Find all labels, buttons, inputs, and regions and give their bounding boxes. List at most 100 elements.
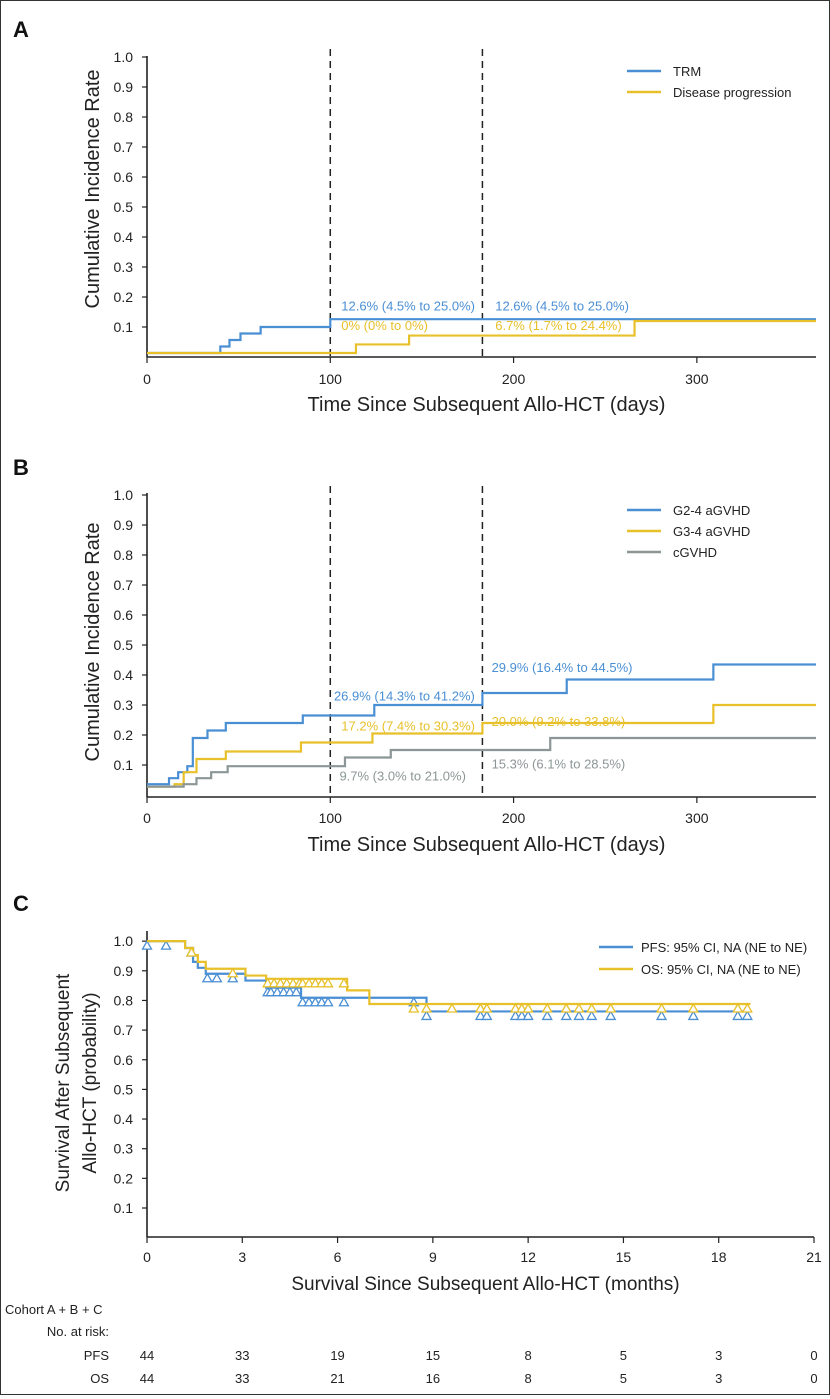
- panel-c-pfs-censor-mark: [741, 1010, 753, 1021]
- panel-b-cgvhd-line: [147, 736, 816, 788]
- panel-b-y-tick-label: 0.2: [114, 727, 134, 743]
- risk-row-os-value: 0: [810, 1371, 817, 1386]
- panel-a-y-tick-label: 0.3: [114, 259, 134, 275]
- panel-c-legend-label-pfs: PFS: 95% CI, NA (NE to NE): [641, 940, 807, 955]
- panel-a-letter: A: [13, 17, 29, 42]
- panel-c-os-censor-mark: [605, 1002, 617, 1013]
- panel-c-os-censor-mark: [541, 1002, 553, 1013]
- panel-c-pfs-censor-mark: [420, 1010, 433, 1021]
- panel-c-pfs-censor-mark: [338, 996, 350, 1007]
- panel-c-os-censor-mark: [560, 1002, 572, 1013]
- panel-c-os-censor-mark: [573, 1002, 585, 1013]
- panel-c-pfs-censor-mark: [655, 1010, 668, 1021]
- panel-a-annotation: 0% (0% to 0%): [341, 318, 428, 333]
- risk-table-header: No. at risk:: [47, 1324, 109, 1339]
- panel-c-pfs-censor-mark: [211, 972, 223, 983]
- panel-c-x-tick-label: 15: [616, 1249, 632, 1265]
- risk-row-pfs-value: 0: [810, 1348, 817, 1363]
- panel-b-legend-label-cgvhd: cGVHD: [673, 545, 717, 560]
- panel-c-x-tick-label: 21: [806, 1249, 822, 1265]
- panel-c-os-censor-mark: [522, 1002, 534, 1013]
- risk-row-pfs-value: 44: [140, 1348, 154, 1363]
- panel-a-annotation: 12.6% (4.5% to 25.0%): [495, 299, 629, 314]
- panel-b-y-axis-title: Cumulative Incidence Rate: [82, 522, 104, 761]
- panel-a-y-tick-label: 0.2: [114, 289, 134, 305]
- panel-a-chart: 0.1 0.2 0.3 0.4 0.5 0.6 0.7 0.8 0.9 1.0 0 100 200 300…: [82, 49, 816, 416]
- panel-b-y-tick-label: 0.1: [114, 757, 134, 773]
- panel-c-pfs-censor-mark: [160, 939, 172, 950]
- panel-a-x-tick-label: 0: [143, 371, 151, 387]
- risk-row-os-label: OS: [90, 1371, 109, 1386]
- panel-c-os-censor-mark: [481, 1002, 493, 1013]
- panel-c-os-censor-mark: [586, 1002, 598, 1013]
- risk-table: Cohort A + B + C No. at risk: PFS OS 44 3…: [5, 1302, 818, 1386]
- panel-c-pfs-censor-mark: [290, 986, 302, 997]
- panel-c-pfs-censor-mark: [481, 1010, 493, 1021]
- panel-c-pfs-censor-mark: [322, 996, 334, 1007]
- panel-b-annotation: 15.3% (6.1% to 28.5%): [492, 757, 626, 772]
- panel-c-y-tick-label: 0.6: [114, 1052, 134, 1068]
- panel-c-os-censor-mark: [732, 1002, 744, 1013]
- panel-c-pfs-censor-mark: [560, 1010, 572, 1021]
- panel-c-y-axis-title-line1: Survival After Subsequent: [53, 973, 74, 1192]
- panel-c-y-tick-label: 0.7: [114, 1022, 134, 1038]
- risk-row-pfs-value: 19: [330, 1348, 344, 1363]
- panel-c-os-censor-mark: [408, 1002, 420, 1013]
- panel-a-x-axis-title: Time Since Subsequent Allo-HCT (days): [308, 394, 666, 416]
- panel-c-y-tick-label: 0.3: [114, 1141, 134, 1157]
- panel-c-pfs-censor-mark: [573, 1010, 585, 1021]
- panel-b-x-tick-label: 300: [685, 810, 709, 826]
- panel-a-x-tick-label: 300: [685, 371, 709, 387]
- panel-a-y-tick-label: 0.7: [114, 139, 134, 155]
- panel-c-os-censor-mark: [338, 977, 350, 988]
- panel-a-y-axis-title: Cumulative Incidence Rate: [82, 69, 104, 308]
- panel-c-chart: 0.1 0.2 0.3 0.4 0.5 0.6 0.7 0.8 0.9 1.0 0 3 6 9 12 15 18…: [53, 931, 822, 1295]
- panel-c-pfs-censor-mark: [541, 1010, 553, 1021]
- panel-b-chart: 0.1 0.2 0.3 0.4 0.5 0.6 0.7 0.8 0.9 1.0 0 100 200 300…: [82, 486, 816, 856]
- risk-row-os-value: 8: [525, 1371, 532, 1386]
- panel-c-pfs-censor-mark: [522, 1010, 534, 1021]
- panel-c-pfs-censor-mark: [227, 972, 239, 983]
- panel-a-x-tick-label: 200: [502, 371, 526, 387]
- panel-a-y-tick-label: 0.9: [114, 79, 134, 95]
- panel-b-x-tick-label: 100: [319, 810, 343, 826]
- panel-c-os-censor-mark: [741, 1002, 753, 1013]
- panel-c-pfs-censor-mark: [586, 1010, 598, 1021]
- panel-c-pfs-censor-mark: [687, 1010, 699, 1021]
- panel-c-y-tick-label: 1.0: [114, 933, 134, 949]
- panel-b-x-axis-title: Time Since Subsequent Allo-HCT (days): [308, 834, 666, 856]
- panel-c-pfs-censor-mark: [605, 1010, 617, 1021]
- panel-a-disease-progression-line: [147, 319, 816, 355]
- panel-c-os-censor-mark: [446, 1002, 458, 1013]
- panel-b-annotation: 20.0% (9.2% to 33.8%): [492, 714, 626, 729]
- panel-c-os-censor-mark: [185, 946, 198, 957]
- panel-c-y-axis-title-line2: Allo-HCT (probability): [80, 992, 101, 1173]
- panel-c-os-censor-mark: [227, 967, 239, 978]
- panel-c-os-censor-mark: [322, 977, 334, 988]
- panel-b-annotation: 17.2% (7.4% to 30.3%): [341, 719, 475, 734]
- panel-b-y-tick-label: 0.6: [114, 607, 134, 623]
- panel-c-y-tick-label: 0.5: [114, 1081, 134, 1097]
- panel-c-os-censor-mark: [420, 1002, 433, 1013]
- risk-row-os-value: 44: [140, 1371, 154, 1386]
- panel-a-y-tick-label: 0.1: [114, 319, 134, 335]
- panel-c-pfs-censor-mark: [141, 939, 153, 950]
- panel-a-annotation: 12.6% (4.5% to 25.0%): [341, 299, 475, 314]
- panel-c-x-tick-label: 18: [711, 1249, 727, 1265]
- panel-a-y-tick-label: 0.8: [114, 109, 134, 125]
- panel-c-y-tick-label: 0.2: [114, 1170, 134, 1186]
- panel-c-os-censor-mark: [655, 1002, 668, 1013]
- risk-row-pfs-value: 3: [715, 1348, 722, 1363]
- panel-a-y-tick-label: 0.6: [114, 169, 134, 185]
- panel-a-y-tick-label: 1.0: [114, 49, 134, 65]
- risk-row-pfs-value: 8: [525, 1348, 532, 1363]
- panel-b-g2-4-agvhd-line: [147, 663, 816, 786]
- panel-c-legend-label-os: OS: 95% CI, NA (NE to NE): [641, 962, 801, 977]
- panel-c-y-tick-label: 0.1: [114, 1200, 134, 1216]
- panel-c-letter: C: [13, 891, 29, 916]
- panel-c-y-tick-label: 0.4: [114, 1111, 134, 1127]
- panel-b-y-tick-label: 0.8: [114, 547, 134, 563]
- risk-row-pfs-value: 5: [620, 1348, 627, 1363]
- panel-c-x-tick-label: 6: [334, 1249, 342, 1265]
